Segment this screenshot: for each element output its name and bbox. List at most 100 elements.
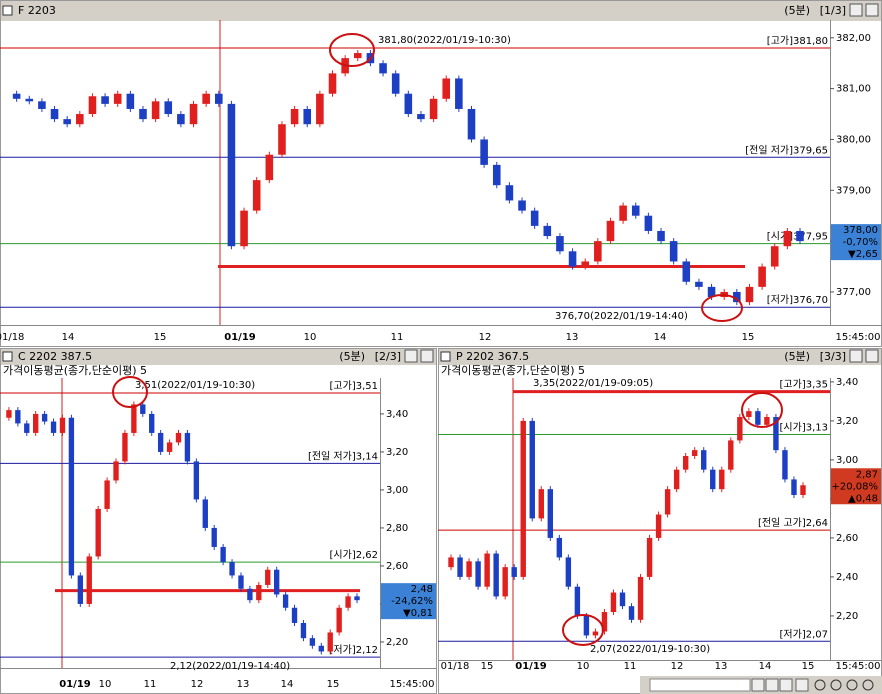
candle — [77, 575, 84, 604]
x-tick-label: 13 — [237, 679, 250, 690]
title-bar — [1, 349, 436, 365]
checkbox[interactable] — [440, 351, 451, 362]
candle — [619, 205, 627, 221]
x-tick-label: 14 — [281, 679, 294, 690]
candle — [791, 479, 797, 496]
candle — [113, 93, 122, 104]
candle — [701, 450, 707, 470]
candle — [475, 561, 481, 587]
x-tick-label: 01/18 — [0, 332, 24, 343]
candle — [50, 108, 59, 120]
candle — [265, 154, 274, 181]
x-tick-label: 15 — [481, 661, 494, 672]
panel-page: [2/3] — [375, 350, 401, 363]
button-play[interactable] — [765, 678, 779, 692]
reference-label: [저가]376,70 — [767, 294, 828, 306]
button-close[interactable] — [865, 3, 879, 17]
candle — [336, 607, 342, 633]
candle — [63, 119, 71, 125]
button-stop[interactable] — [779, 678, 793, 692]
x-tick-label: 01/19 — [59, 679, 91, 690]
candle — [202, 499, 208, 528]
candle — [610, 592, 617, 613]
button-window[interactable] — [404, 349, 418, 363]
candle — [492, 164, 501, 186]
candle — [664, 489, 671, 515]
candle — [68, 417, 75, 576]
candle — [755, 411, 761, 425]
reference-label: [고가]3,51 — [330, 380, 378, 392]
candle — [682, 456, 689, 470]
x-tick-label: 10 — [99, 679, 112, 690]
candle — [745, 286, 754, 303]
y-tick-label: 377,00 — [836, 287, 871, 298]
zoom-in[interactable] — [814, 679, 826, 691]
candle — [113, 461, 119, 481]
button-close[interactable] — [420, 349, 434, 363]
candle — [592, 631, 599, 636]
candle — [309, 638, 316, 646]
checkbox[interactable] — [2, 351, 13, 362]
candle — [354, 596, 360, 601]
panel-page: [3/3] — [820, 350, 846, 363]
candle — [773, 417, 779, 451]
candle — [379, 63, 387, 74]
button-window[interactable] — [849, 349, 863, 363]
y-tick-label: 2,60 — [386, 561, 408, 572]
y-tick-label: 3,00 — [386, 485, 408, 496]
scrollbar[interactable] — [649, 678, 751, 692]
price-box-line: 378,00 — [843, 225, 878, 236]
button-close[interactable] — [865, 349, 879, 363]
price-box — [381, 583, 436, 620]
candle — [565, 557, 572, 587]
candle — [538, 489, 544, 519]
candle — [646, 537, 653, 577]
button-prev[interactable] — [751, 678, 765, 692]
annotation: 2,12(2022/01/19-14:40) — [170, 661, 290, 672]
candle — [556, 236, 564, 252]
y-tick-label: 2,80 — [386, 523, 408, 534]
zoom-reset[interactable] — [846, 679, 858, 691]
highlight-circle — [329, 33, 375, 67]
annotation: 2,07(2022/01/19-10:30) — [590, 644, 710, 655]
zoom-out[interactable] — [830, 679, 842, 691]
candle — [211, 527, 217, 547]
price-box-line: ▼0,81 — [403, 608, 433, 619]
reference-label: [전일 저가]379,65 — [745, 144, 828, 156]
zoom-fit[interactable] — [862, 679, 874, 691]
candle — [220, 546, 226, 563]
candle — [695, 281, 703, 287]
candle — [429, 98, 438, 120]
candle — [707, 286, 716, 298]
candle — [673, 469, 680, 490]
candle — [164, 101, 173, 115]
x-tick-label: 14 — [62, 332, 75, 343]
candle — [637, 576, 644, 620]
candle — [502, 567, 508, 597]
candle — [328, 73, 337, 94]
x-tick-label: 10 — [304, 332, 317, 343]
candle — [655, 514, 662, 538]
x-tick-label: 11 — [391, 332, 404, 343]
candle — [6, 410, 12, 418]
candle — [466, 561, 472, 577]
x-tick-label: 15 — [802, 661, 815, 672]
button-next[interactable] — [795, 678, 809, 692]
annotation: 3,51(2022/01/19-10:30) — [135, 380, 255, 391]
button-window[interactable] — [849, 3, 863, 17]
annotation: 376,70(2022/01/19-14:40) — [555, 311, 688, 322]
highlight-circle — [701, 294, 743, 322]
candle — [318, 645, 324, 652]
x-tick-label: 01/19 — [515, 661, 547, 672]
candle — [38, 101, 46, 109]
checkbox[interactable] — [2, 5, 13, 16]
candle — [316, 93, 324, 125]
candle — [24, 423, 30, 433]
reference-label: [저가]2,12 — [330, 644, 378, 656]
candle — [126, 93, 135, 109]
candle — [252, 180, 261, 211]
candle — [229, 562, 235, 576]
candle — [493, 553, 499, 597]
